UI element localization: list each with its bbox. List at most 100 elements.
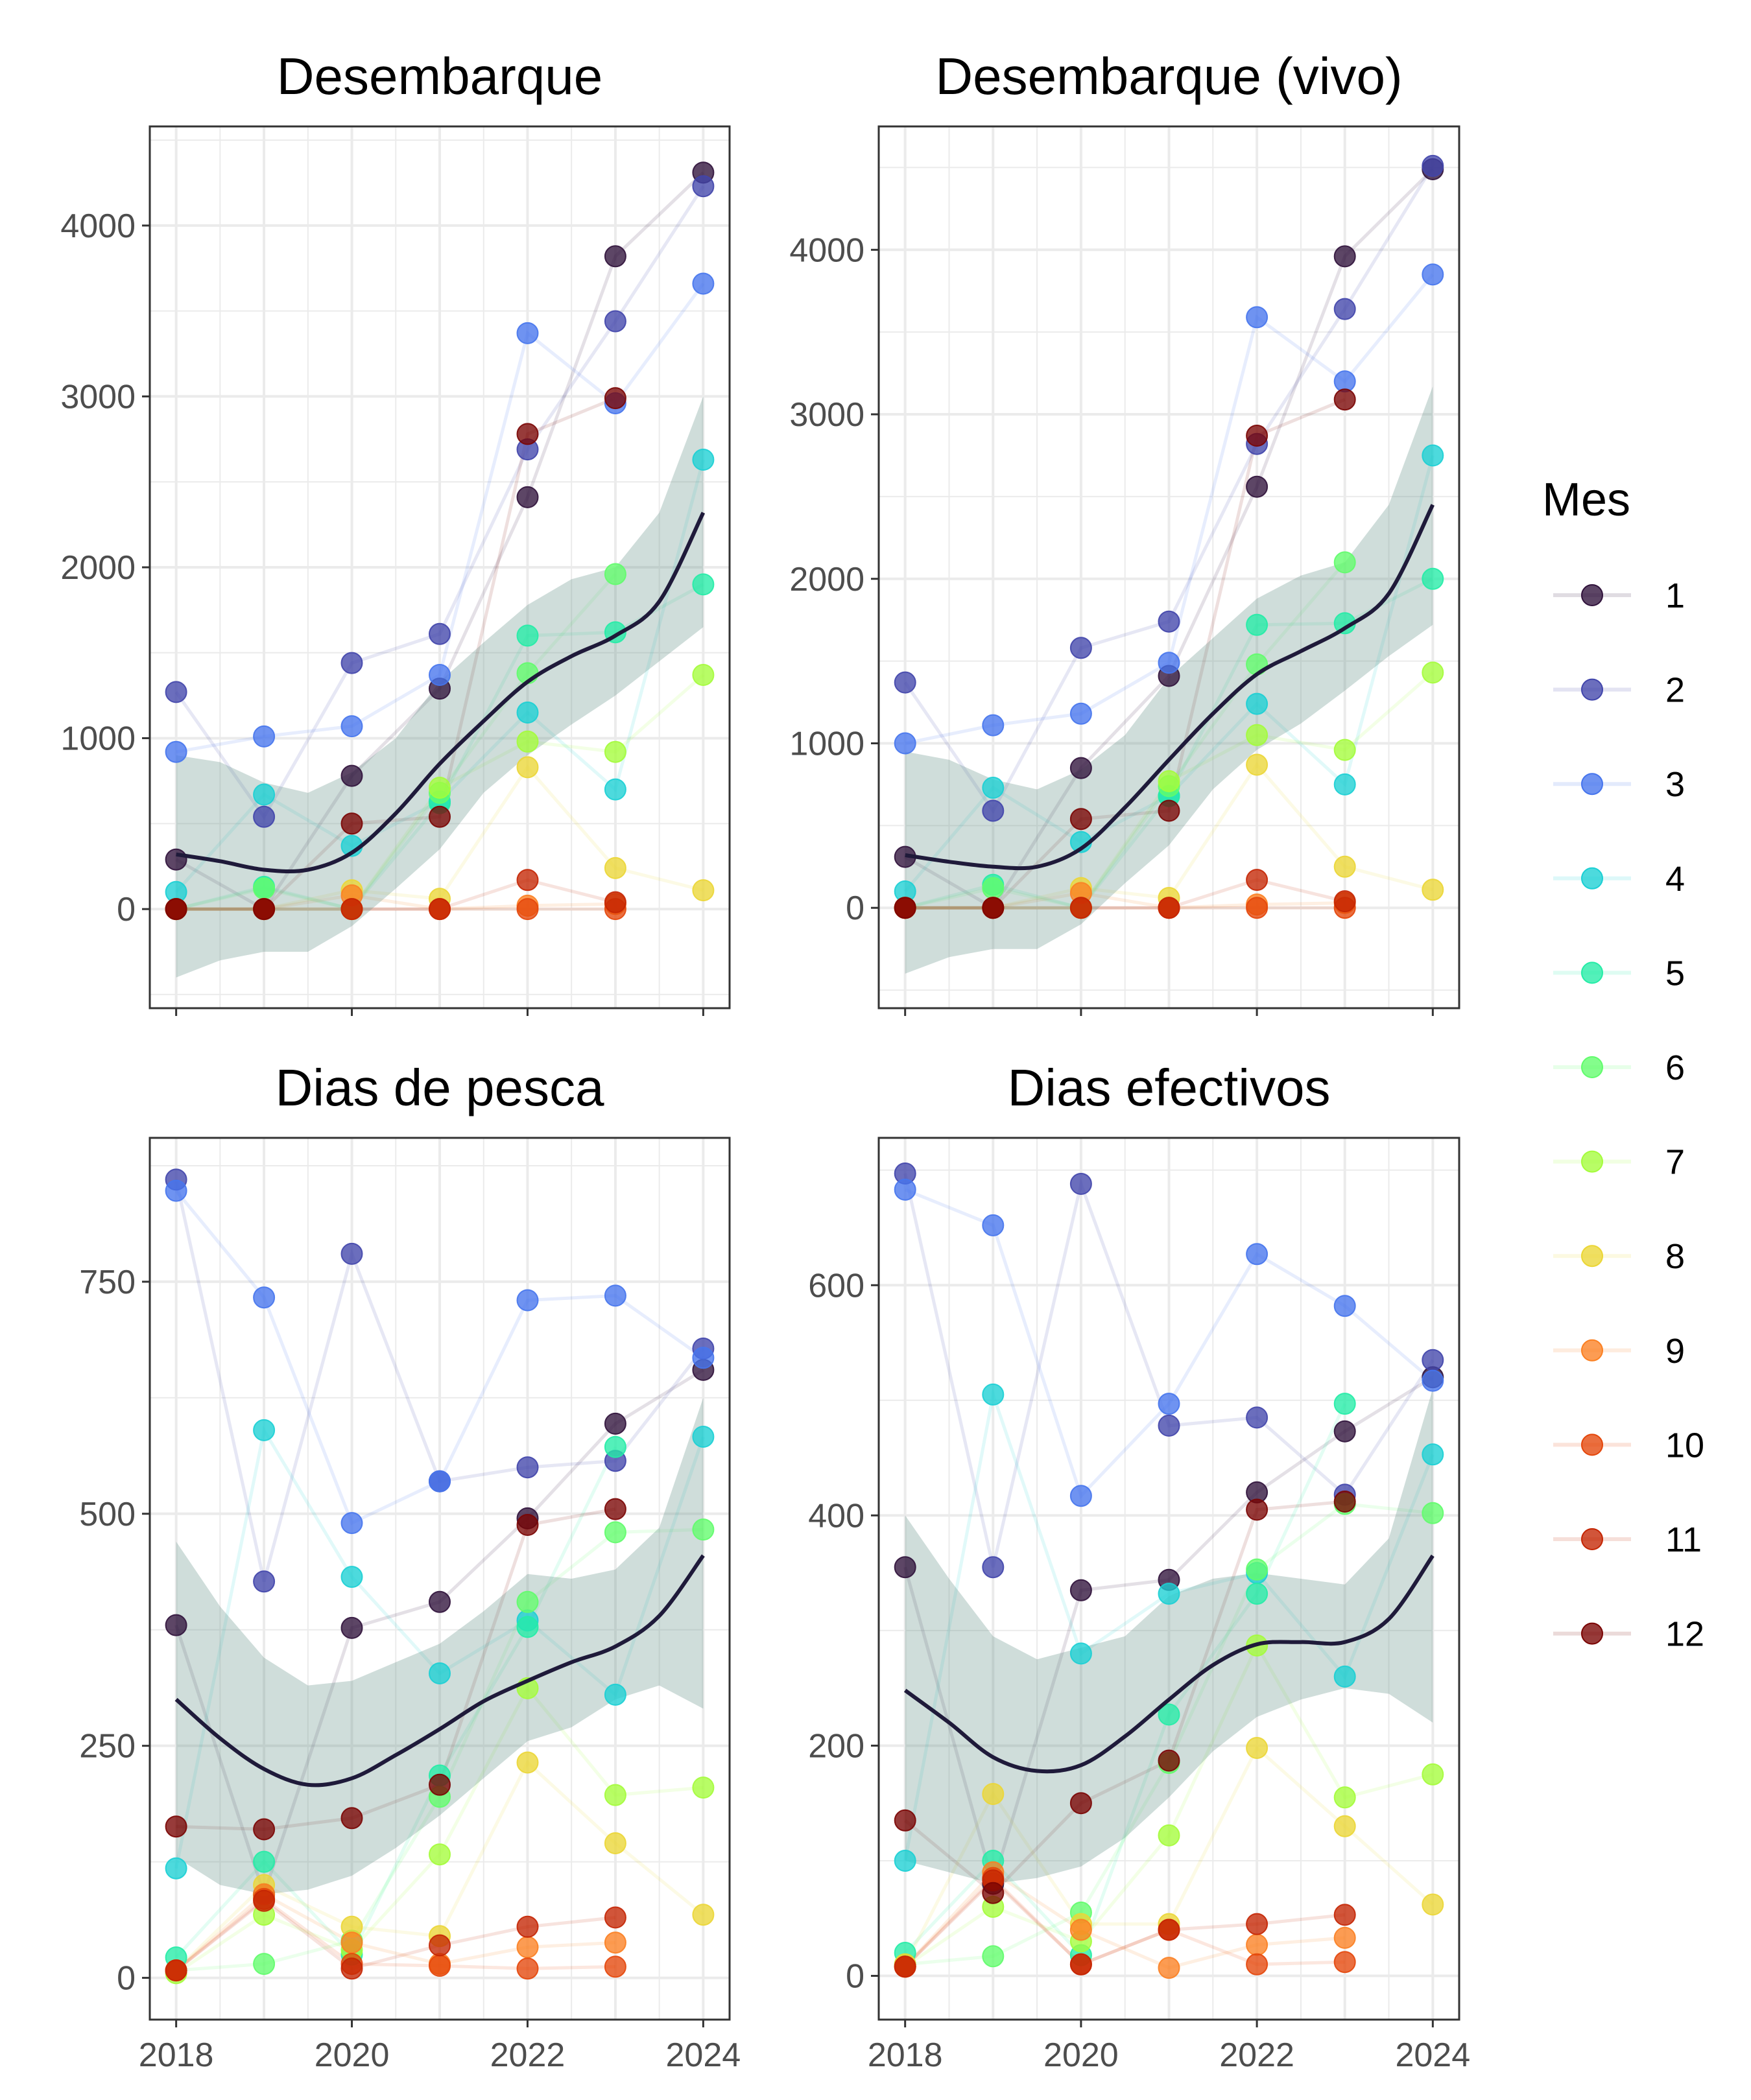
y-tick-label: 4000 <box>789 231 864 269</box>
data-point-mes-4 <box>253 1419 276 1441</box>
data-point-mes-3 <box>165 1179 187 1202</box>
data-point-mes-12 <box>982 897 1005 919</box>
data-point-mes-5 <box>516 1616 539 1638</box>
data-point-mes-7 <box>1333 738 1356 761</box>
data-point-mes-3 <box>1422 263 1444 286</box>
data-point-mes-5 <box>604 1435 626 1458</box>
y-tick-label: 3000 <box>60 378 136 416</box>
panel-border <box>877 125 1460 1009</box>
data-point-mes-9 <box>1333 1926 1356 1949</box>
data-point-mes-11 <box>1069 897 1092 919</box>
series-line-11 <box>905 878 1346 910</box>
y-tick-label: 0 <box>117 891 136 928</box>
data-point-mes-4 <box>429 1662 451 1684</box>
data-point-mes-5 <box>692 573 715 596</box>
legend-label: 2 <box>1665 671 1685 710</box>
x-tick-label: 2024 <box>666 2036 741 2074</box>
legend-label: 3 <box>1665 765 1685 804</box>
series-line-10 <box>903 1876 1345 1968</box>
y-tick-label: 3000 <box>789 396 864 434</box>
data-point-mes-6 <box>982 877 1005 899</box>
data-point-mes-7 <box>604 1784 626 1806</box>
data-point-mes-3 <box>1158 652 1180 674</box>
data-point-mes-2 <box>982 799 1005 822</box>
y-tick-label: 2000 <box>789 561 864 598</box>
legend-item-5: 5 <box>1553 954 1685 993</box>
data-point-mes-1 <box>429 1590 451 1613</box>
legend-label: 8 <box>1665 1237 1685 1276</box>
legend-label: 12 <box>1665 1615 1704 1654</box>
legend-key-point <box>1581 1528 1603 1550</box>
data-point-mes-11 <box>340 1957 363 1980</box>
data-point-mes-2 <box>253 1570 276 1593</box>
y-tick-label: 400 <box>808 1497 864 1535</box>
data-point-mes-2 <box>1422 154 1444 177</box>
data-point-mes-5 <box>516 624 539 647</box>
legend-key-point <box>1581 584 1603 606</box>
data-point-mes-10 <box>429 1955 451 1977</box>
data-point-mes-11 <box>1246 869 1269 891</box>
data-point-mes-10 <box>1333 1951 1356 1974</box>
data-point-mes-6 <box>516 1590 539 1613</box>
data-point-mes-8 <box>982 1783 1005 1805</box>
panel-1: Desembarque 0 1000 2000 3000 4000 <box>60 47 731 1016</box>
y-tick-label: 600 <box>808 1267 864 1304</box>
data-point-mes-9 <box>604 1931 626 1954</box>
data-point-mes-2 <box>165 681 187 703</box>
data-point-mes-3 <box>604 1284 626 1307</box>
data-point-mes-1 <box>516 486 539 508</box>
data-point-mes-3 <box>429 664 451 686</box>
data-point-mes-8 <box>1422 879 1444 901</box>
data-point-mes-2 <box>340 652 363 674</box>
y-tick-label: 750 <box>79 1264 136 1301</box>
data-point-mes-11 <box>604 891 626 914</box>
data-point-mes-1 <box>340 1616 363 1639</box>
data-point-mes-2 <box>982 1556 1005 1579</box>
legend-item-8: 8 <box>1553 1237 1685 1276</box>
data-point-mes-9 <box>516 1936 539 1959</box>
y-tick-label: 200 <box>808 1727 864 1765</box>
data-point-mes-6 <box>253 877 276 900</box>
legend-key-point <box>1581 1339 1603 1362</box>
data-point-mes-11 <box>1158 897 1180 919</box>
data-point-mes-8 <box>604 856 626 879</box>
data-point-mes-12 <box>429 805 451 828</box>
data-point-mes-2 <box>516 1456 539 1479</box>
data-point-mes-4 <box>982 1383 1005 1406</box>
data-point-mes-11 <box>1246 1913 1269 1935</box>
data-point-mes-4 <box>1246 692 1269 715</box>
data-point-mes-9 <box>1158 1957 1180 1979</box>
data-point-mes-3 <box>692 272 715 295</box>
x-tick-label: 2022 <box>490 2036 566 2074</box>
legend-key-point <box>1581 1622 1603 1645</box>
y-tick-label: 1000 <box>789 725 864 762</box>
data-point-mes-12 <box>253 1818 276 1841</box>
data-point-mes-2 <box>604 310 626 333</box>
data-point-mes-1 <box>1069 757 1092 779</box>
data-point-mes-10 <box>1246 897 1269 919</box>
data-point-mes-11 <box>516 1915 539 1938</box>
data-point-mes-12 <box>516 423 539 445</box>
data-point-mes-4 <box>894 1850 916 1872</box>
series-line-12 <box>905 397 1346 910</box>
data-point-mes-10 <box>604 1955 626 1978</box>
data-point-mes-12 <box>604 387 626 410</box>
data-point-mes-8 <box>1333 1815 1356 1837</box>
series-line-11 <box>176 878 616 911</box>
series-line-5 <box>903 1403 1346 1959</box>
data-point-mes-2 <box>1422 1349 1444 1371</box>
data-point-mes-12 <box>894 897 916 919</box>
data-point-mes-12 <box>253 898 276 921</box>
data-point-mes-1 <box>894 1556 916 1579</box>
data-point-mes-1 <box>1246 475 1269 498</box>
data-point-mes-6 <box>982 1945 1005 1968</box>
data-point-mes-9 <box>1069 1918 1092 1941</box>
series-line-12 <box>176 1507 616 1832</box>
data-point-mes-2 <box>1246 1406 1269 1429</box>
data-point-mes-1 <box>1333 245 1356 268</box>
smooth-trend-line <box>176 512 706 874</box>
data-point-mes-12 <box>165 1815 187 1838</box>
data-point-mes-3 <box>692 1347 715 1369</box>
data-point-mes-7 <box>1158 1824 1180 1846</box>
legend-key-point <box>1581 1433 1603 1456</box>
